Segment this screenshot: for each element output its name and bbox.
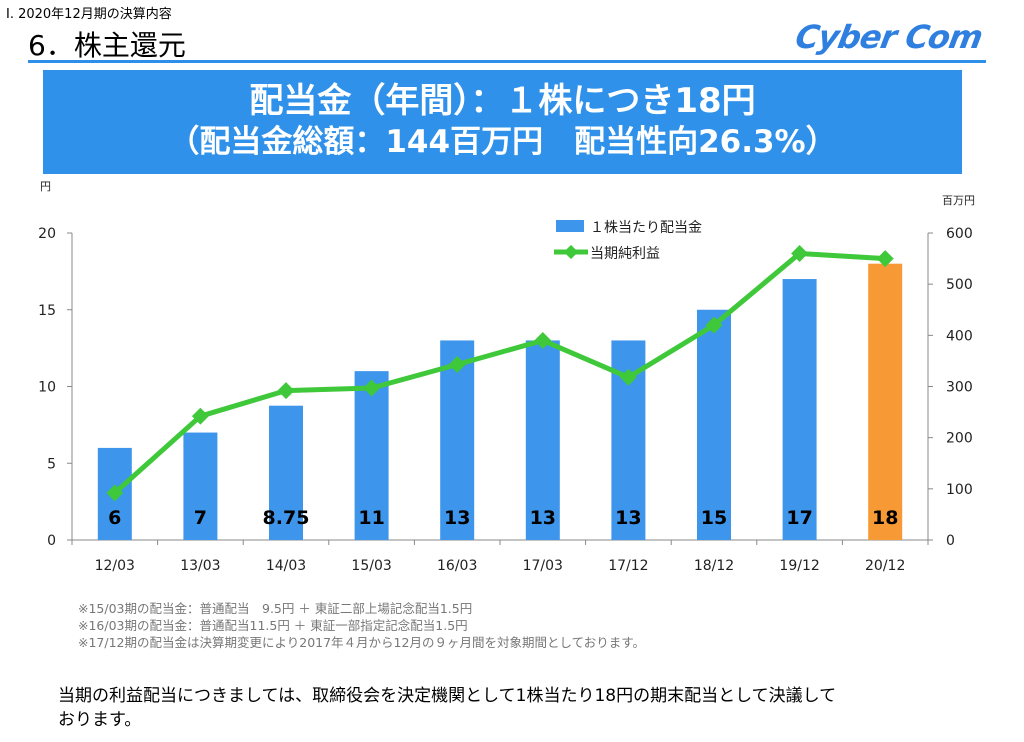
dividend-bar (525, 340, 560, 540)
dividend-banner: 配当金（年間）：１株につき18円 （配当金総額：144百万円 配当性向26.3%… (43, 70, 962, 174)
legend-line-marker (563, 244, 579, 260)
x-tick-label: 17/12 (608, 558, 648, 574)
bar-data-label: 13 (530, 507, 556, 529)
bar-data-label: 11 (358, 507, 384, 529)
x-tick-label: 20/12 (865, 558, 905, 574)
bar-data-label: 6 (108, 507, 121, 529)
dividend-bar (269, 405, 303, 540)
dividend-bar (782, 279, 817, 540)
right-tick-label: 500 (946, 277, 973, 293)
right-axis-unit: 百万円 (942, 194, 975, 207)
net-income-point (448, 356, 466, 373)
x-tick-label: 18/12 (694, 558, 734, 574)
net-income-line (113, 250, 886, 495)
conclusion-line: 当期の利益配当につきましては、取締役会を決定機関として1株当たり18円の期末配当… (58, 686, 837, 706)
net-income-point (363, 379, 381, 397)
conclusion-text: 当期の利益配当につきましては、取締役会を決定機関として1株当たり18円の期末配当… (58, 684, 938, 732)
legend-bar-swatch (556, 220, 584, 232)
left-tick-label: 5 (47, 456, 56, 472)
left-tick-label: 20 (38, 226, 56, 242)
net-income-point (705, 316, 723, 334)
right-tick-label: 400 (946, 328, 973, 344)
net-income-point (191, 407, 209, 425)
right-tick-label: 200 (946, 431, 973, 447)
left-axis-unit: 円 (40, 180, 51, 193)
bar-data-label: 7 (194, 507, 207, 529)
dividend-bar (868, 263, 903, 540)
net-income-point (534, 331, 552, 349)
net-income-point (619, 368, 637, 386)
right-tick-label: 100 (946, 482, 973, 498)
left-tick-label: 15 (38, 303, 56, 319)
bar-data-label: 13 (444, 507, 470, 529)
legend-bar-label: １株当たり配当金 (590, 220, 702, 236)
bar-data-label: 8.75 (263, 507, 310, 529)
legend-line-label: 当期純利益 (590, 246, 660, 262)
bar-data-label: 15 (701, 507, 727, 529)
dividend-bar (354, 371, 389, 540)
net-income-point (277, 382, 295, 400)
page-title: 6．株主還元 (28, 29, 186, 62)
x-tick-label: 12/03 (95, 558, 135, 574)
bar-data-label: 18 (872, 507, 898, 529)
x-tick-label: 14/03 (266, 558, 306, 574)
footnote: ※17/12期の配当金は決算期変更により2017年４月から12月の９ヶ月間を対象… (78, 635, 645, 650)
x-tick-label: 13/03 (180, 558, 220, 574)
dividend-bar (440, 340, 475, 540)
footnote: ※15/03期の配当金：普通配当 9.5円 ＋ 東証二部上場記念配当1.5円 (78, 601, 473, 616)
dividend-bar (697, 309, 731, 540)
right-tick-label: 600 (946, 226, 973, 242)
conclusion-line: おります。 (58, 710, 142, 730)
footnote: ※16/03期の配当金：普通配当11.5円 ＋ 東証一部指定記念配当1.5円 (78, 618, 468, 633)
x-tick-label: 15/03 (351, 558, 391, 574)
banner-line-2: （配当金総額：144百万円 配当性向26.3%） (168, 124, 837, 160)
right-tick-label: 300 (946, 380, 973, 396)
left-tick-label: 10 (38, 380, 56, 396)
net-income-point (791, 244, 809, 262)
right-tick-label: 0 (946, 533, 955, 549)
bar-data-label: 13 (615, 507, 641, 529)
x-tick-label: 19/12 (779, 558, 819, 574)
left-tick-label: 0 (47, 533, 56, 549)
bar-data-label: 17 (786, 507, 812, 529)
footnotes: ※15/03期の配当金：普通配当 9.5円 ＋ 東証二部上場記念配当1.5円 ※… (78, 600, 645, 651)
dividend-bar (183, 432, 218, 540)
section-label: Ⅰ. 2020年12月期の決算内容 (6, 7, 172, 22)
x-tick-label: 16/03 (437, 558, 477, 574)
banner-line-1: 配当金（年間）：１株につき18円 (249, 81, 756, 121)
net-income-point (106, 484, 124, 502)
title-divider (28, 60, 986, 63)
x-tick-label: 17/03 (523, 558, 563, 574)
